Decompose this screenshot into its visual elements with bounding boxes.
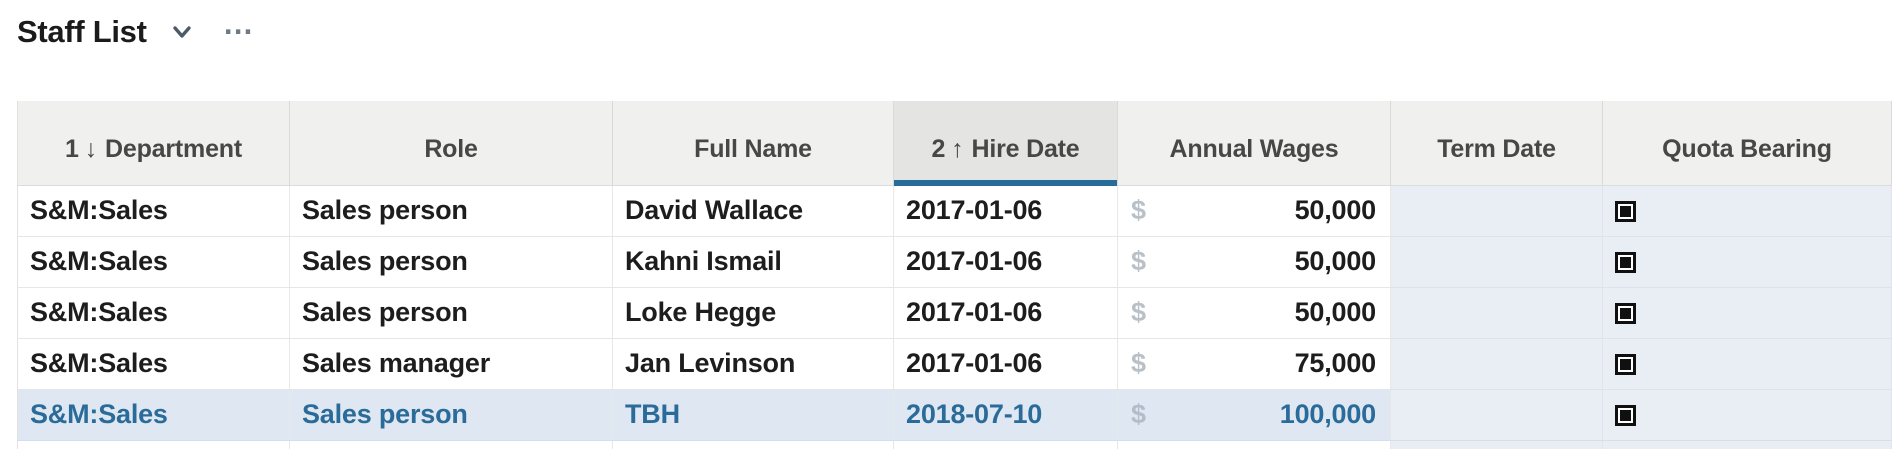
- sort-descending-icon: ↓: [84, 135, 98, 164]
- checkbox-fill: [1620, 359, 1631, 371]
- wage-amount: 75,000: [1294, 348, 1377, 378]
- cell-role[interactable]: [289, 440, 613, 449]
- checkbox-fill: [1620, 257, 1631, 269]
- column-label: Annual Wages: [1169, 135, 1339, 164]
- quota-checkbox[interactable]: [1615, 201, 1636, 223]
- cell-department[interactable]: [17, 440, 290, 449]
- cell-full-name[interactable]: Kahni Ismail: [612, 236, 894, 288]
- wage-amount: 50,000: [1294, 297, 1377, 327]
- quota-checkbox[interactable]: [1615, 354, 1636, 376]
- wage-amount: 50,000: [1294, 195, 1377, 225]
- page-title: Staff List: [17, 14, 147, 49]
- cell-quota-bearing[interactable]: [1602, 287, 1892, 339]
- cell-annual-wages[interactable]: [1117, 440, 1391, 449]
- quota-checkbox[interactable]: [1615, 303, 1636, 325]
- cell-hire-date[interactable]: 2017-01-06: [893, 185, 1118, 237]
- cell-full-name[interactable]: Jan Levinson: [612, 338, 894, 390]
- wage-amount: 100,000: [1279, 399, 1376, 429]
- cell-term-date[interactable]: [1390, 236, 1603, 288]
- cell-department[interactable]: S&M:Sales: [17, 287, 290, 339]
- quota-checkbox[interactable]: [1615, 252, 1636, 274]
- currency-symbol: $: [1131, 297, 1146, 327]
- checkbox-fill: [1620, 410, 1631, 422]
- cell-term-date[interactable]: [1390, 287, 1603, 339]
- cell-annual-wages[interactable]: $75,000: [1117, 338, 1391, 390]
- cell-quota-bearing[interactable]: [1602, 389, 1892, 441]
- table-row: S&M:Sales Sales person Loke Hegge 2017-0…: [17, 287, 1892, 339]
- column-header-annual-wages[interactable]: Annual Wages: [1117, 101, 1391, 186]
- table-row-partial: [17, 440, 1892, 449]
- cell-annual-wages[interactable]: $50,000: [1117, 236, 1391, 288]
- cell-term-date[interactable]: [1390, 338, 1603, 390]
- cell-full-name[interactable]: [612, 440, 894, 449]
- cell-department[interactable]: S&M:Sales: [17, 338, 290, 390]
- cell-full-name[interactable]: Loke Hegge: [612, 287, 894, 339]
- cell-full-name[interactable]: TBH: [612, 389, 894, 441]
- column-header-full-name[interactable]: Full Name: [612, 101, 894, 186]
- cell-annual-wages[interactable]: $50,000: [1117, 287, 1391, 339]
- column-header-term-date[interactable]: Term Date: [1390, 101, 1603, 186]
- column-header-department[interactable]: 1 ↓ Department: [17, 101, 290, 186]
- cell-role[interactable]: Sales person: [289, 287, 613, 339]
- table-row: S&M:Sales Sales manager Jan Levinson 201…: [17, 338, 1892, 390]
- column-label: Quota Bearing: [1662, 135, 1832, 164]
- table-header: 1 ↓ Department Role Full Name 2 ↑ Hire Date …: [17, 101, 1892, 186]
- cell-quota-bearing[interactable]: [1602, 236, 1892, 288]
- quota-checkbox[interactable]: [1615, 405, 1636, 427]
- more-options-button[interactable]: …: [222, 6, 256, 41]
- cell-full-name[interactable]: David Wallace: [612, 185, 894, 237]
- cell-hire-date[interactable]: 2017-01-06: [893, 287, 1118, 339]
- table-row: S&M:Sales Sales person David Wallace 201…: [17, 185, 1892, 237]
- cell-role[interactable]: Sales person: [289, 389, 613, 441]
- column-label: Department: [105, 135, 242, 164]
- column-header-role[interactable]: Role: [289, 101, 613, 186]
- checkbox-fill: [1620, 308, 1631, 320]
- cell-quota-bearing[interactable]: [1602, 440, 1892, 449]
- header-row: 1 ↓ Department Role Full Name 2 ↑ Hire Date …: [17, 101, 1892, 186]
- cell-quota-bearing[interactable]: [1602, 185, 1892, 237]
- cell-term-date[interactable]: [1390, 440, 1603, 449]
- cell-department[interactable]: S&M:Sales: [17, 389, 290, 441]
- cell-hire-date[interactable]: 2017-01-06: [893, 236, 1118, 288]
- cell-department[interactable]: S&M:Sales: [17, 236, 290, 288]
- currency-symbol: $: [1131, 348, 1146, 378]
- cell-annual-wages[interactable]: $100,000: [1117, 389, 1391, 441]
- currency-symbol: $: [1131, 195, 1146, 225]
- selected-column-indicator: [894, 179, 1117, 186]
- title-dropdown-button[interactable]: [167, 17, 197, 47]
- column-header-hire-date[interactable]: 2 ↑ Hire Date: [893, 101, 1118, 186]
- cell-role[interactable]: Sales manager: [289, 338, 613, 390]
- title-bar: Staff List …: [17, 6, 256, 52]
- cell-hire-date[interactable]: [893, 440, 1118, 449]
- cell-term-date[interactable]: [1390, 185, 1603, 237]
- cell-role[interactable]: Sales person: [289, 185, 613, 237]
- currency-symbol: $: [1131, 246, 1146, 276]
- cell-hire-date[interactable]: 2018-07-10: [893, 389, 1118, 441]
- column-label: Hire Date: [971, 135, 1080, 164]
- staff-table: 1 ↓ Department Role Full Name 2 ↑ Hire Date …: [17, 101, 1892, 449]
- cell-hire-date[interactable]: 2017-01-06: [893, 338, 1118, 390]
- column-label: Role: [424, 135, 478, 164]
- column-label: Full Name: [694, 135, 812, 164]
- cell-term-date[interactable]: [1390, 389, 1603, 441]
- sort-order-badge: 1: [65, 135, 79, 164]
- chevron-down-icon: [172, 26, 191, 38]
- cell-quota-bearing[interactable]: [1602, 338, 1892, 390]
- sort-ascending-icon: ↑: [951, 135, 964, 164]
- table-row-highlighted: S&M:Sales Sales person TBH 2018-07-10 $1…: [17, 389, 1892, 441]
- cell-role[interactable]: Sales person: [289, 236, 613, 288]
- sort-order-badge: 2: [931, 135, 946, 164]
- cell-annual-wages[interactable]: $50,000: [1117, 185, 1391, 237]
- wage-amount: 50,000: [1294, 246, 1377, 276]
- column-header-quota-bearing[interactable]: Quota Bearing: [1602, 101, 1892, 186]
- currency-symbol: $: [1131, 399, 1146, 429]
- cell-department[interactable]: S&M:Sales: [17, 185, 290, 237]
- column-label: Term Date: [1437, 135, 1556, 164]
- checkbox-fill: [1620, 206, 1631, 218]
- table-row: S&M:Sales Sales person Kahni Ismail 2017…: [17, 236, 1892, 288]
